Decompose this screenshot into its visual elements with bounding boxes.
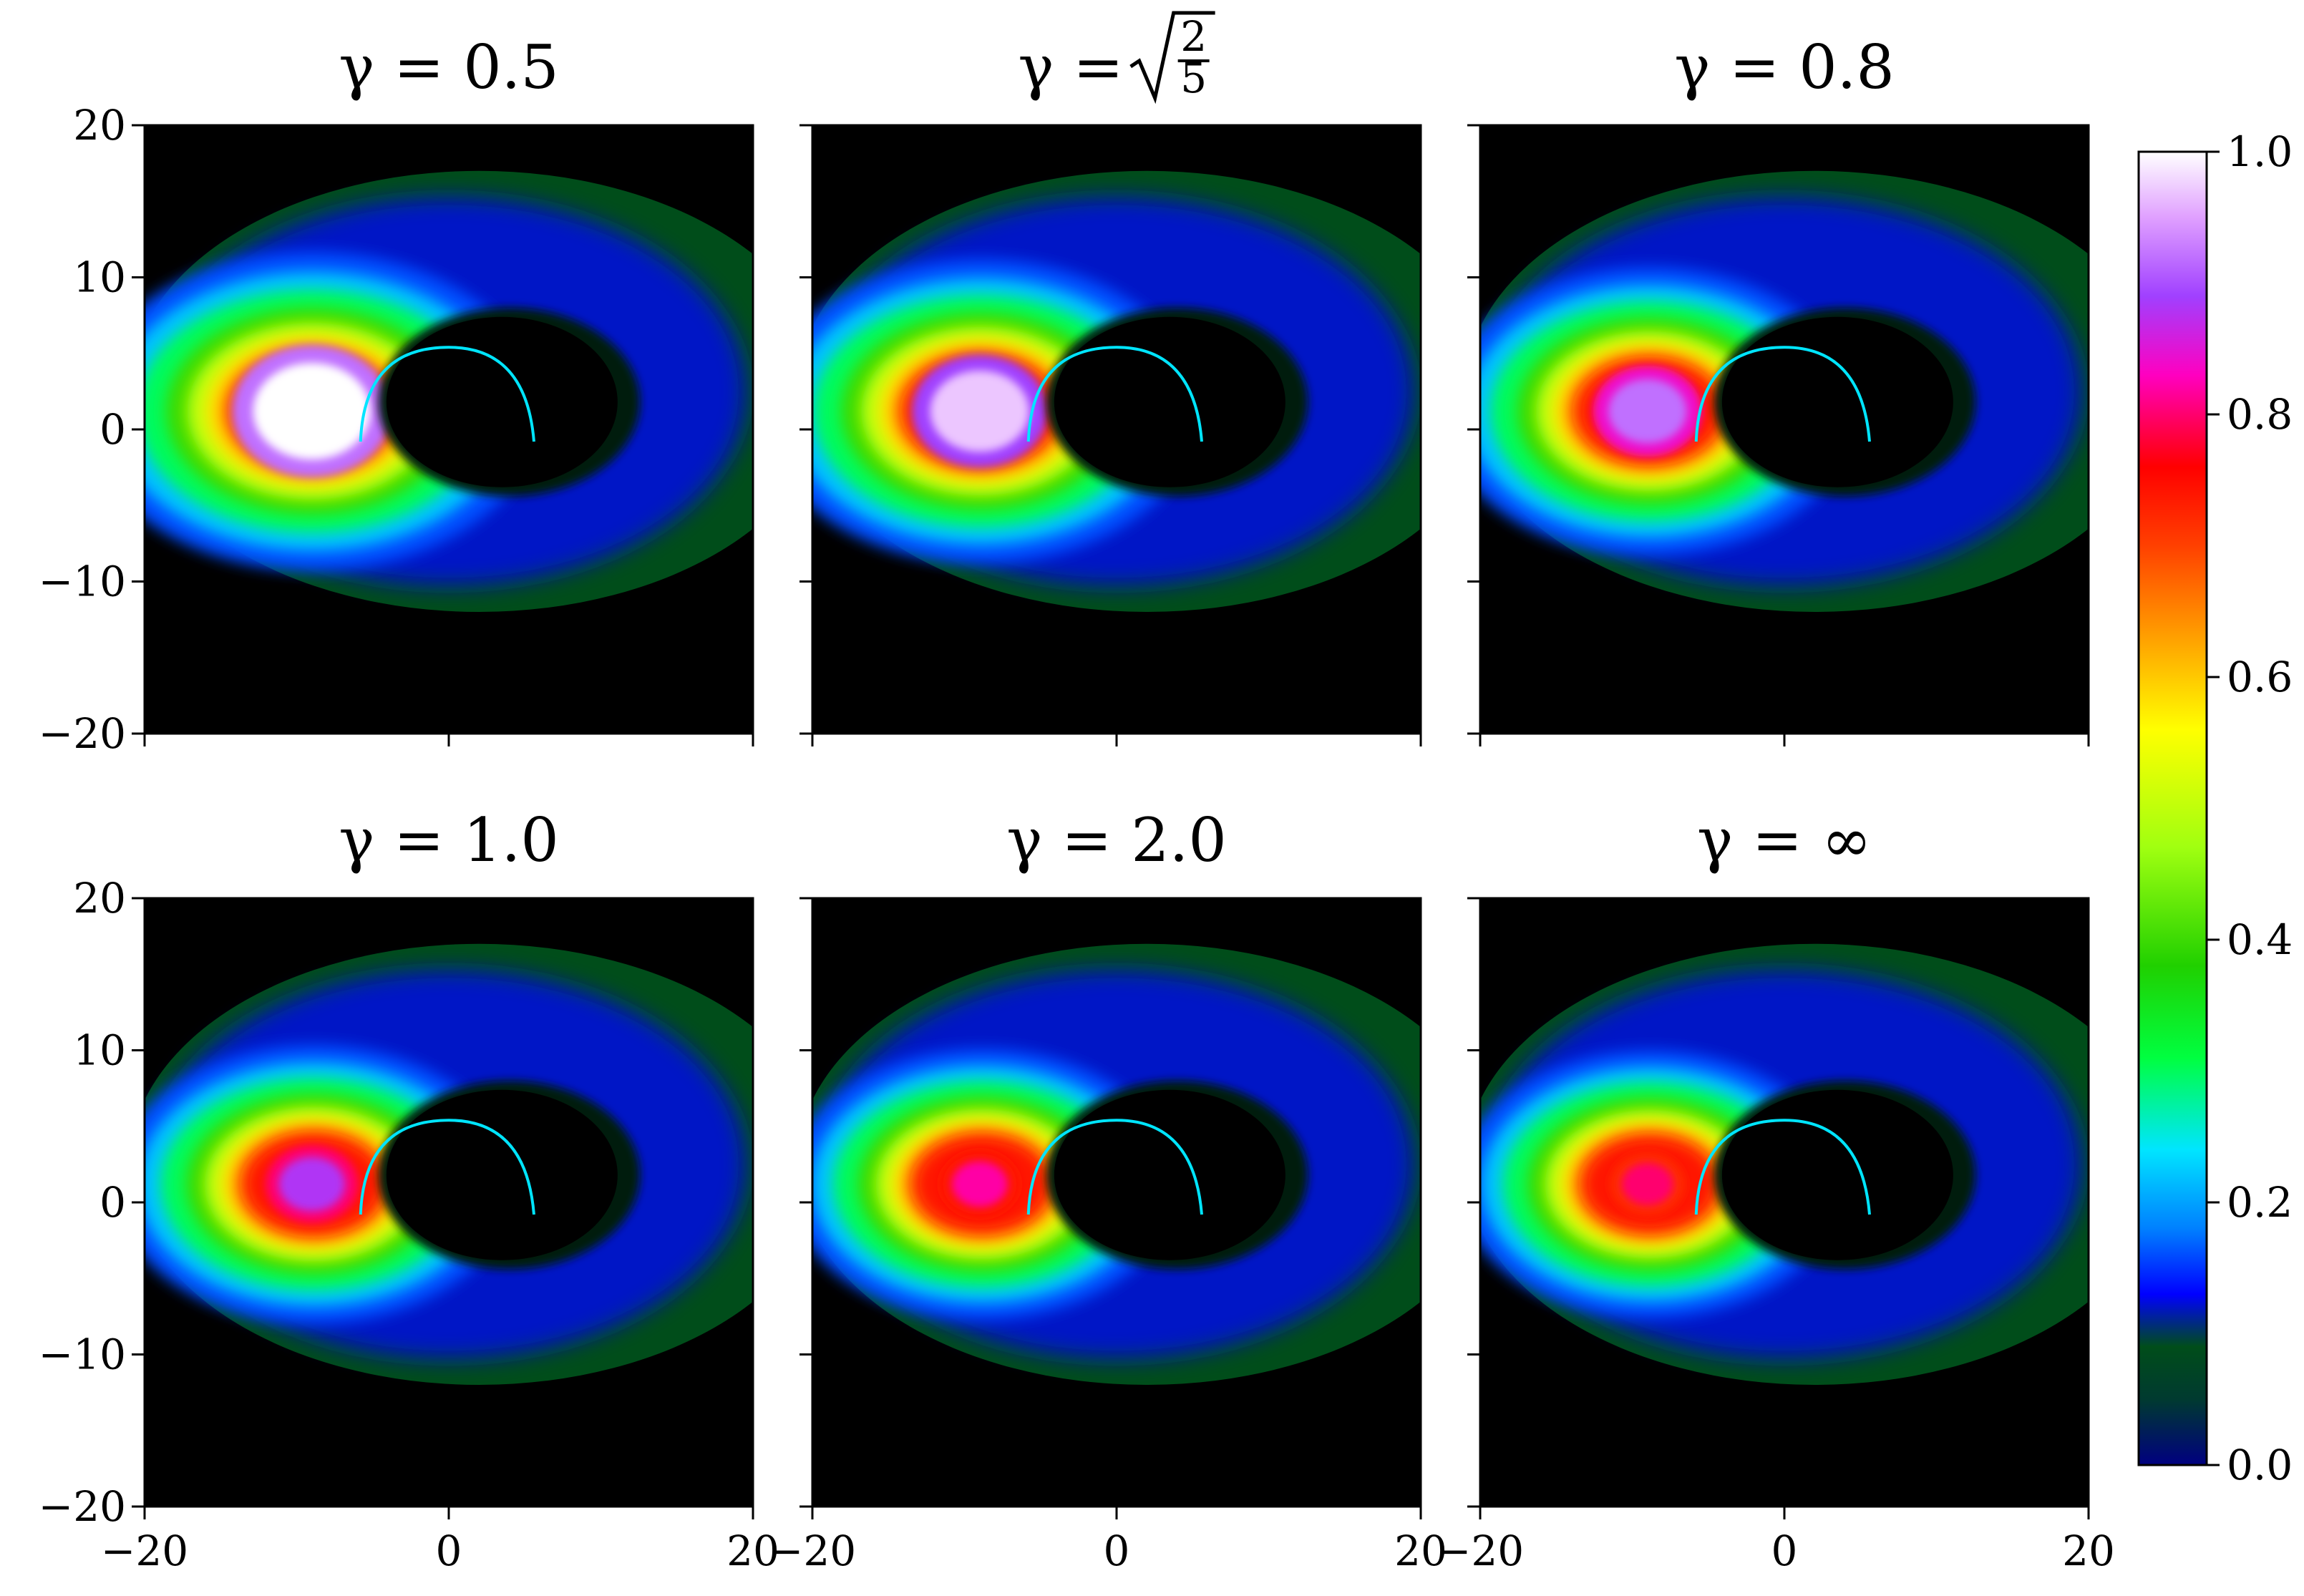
sqrt-radical xyxy=(1129,11,1215,104)
peak-core xyxy=(1621,1163,1673,1205)
photon-ring xyxy=(359,1119,535,1215)
fraction-numerator: 2 xyxy=(1180,12,1207,61)
peak-core xyxy=(930,370,1029,452)
x-tick-label: 0 xyxy=(1104,1527,1130,1575)
panel-5: −20 0 20 γ = 2.0 xyxy=(769,805,1447,1575)
panel-2: γ = 25 xyxy=(799,11,1422,746)
y-tick-label: 0 xyxy=(99,405,126,454)
peak-core xyxy=(951,1161,1008,1207)
shadow xyxy=(1054,316,1285,487)
colorbar-tick-label: 0.4 xyxy=(2227,915,2293,964)
x-tick-label: 20 xyxy=(2062,1527,2115,1575)
heatmap-image xyxy=(145,170,753,612)
shadow xyxy=(386,316,618,487)
y-tick-label: −20 xyxy=(39,1482,126,1531)
photon-ring xyxy=(1694,346,1871,442)
colorbar: 0.0 0.2 0.4 0.6 0.8 1.0 xyxy=(2137,127,2293,1489)
colorbar-tick-label: 1.0 xyxy=(2227,127,2293,176)
y-tick-label: −10 xyxy=(39,558,126,606)
photon-ring xyxy=(1026,346,1203,442)
shadow xyxy=(1721,316,1953,487)
y-tick-label: 20 xyxy=(73,101,126,150)
x-tick-label: 0 xyxy=(436,1527,462,1575)
colorbar-tick-label: 0.2 xyxy=(2227,1178,2293,1227)
photon-ring xyxy=(1694,1119,1871,1215)
y-tick-label: 10 xyxy=(73,1026,126,1075)
colorbar-gradient xyxy=(2139,152,2207,1465)
panel-4: 20 10 0 −10 −20−20 0 20 γ = 1.0 xyxy=(39,805,779,1575)
x-tick-label: 20 xyxy=(1394,1527,1447,1575)
photon-ring xyxy=(1026,1119,1203,1215)
heatmap-image xyxy=(812,170,1421,612)
colorbar-tick-label: 0.0 xyxy=(2227,1441,2293,1489)
x-tick-label: −20 xyxy=(1437,1527,1524,1575)
panel-3: γ = 0.8 xyxy=(1467,32,2090,746)
y-tick-label: −10 xyxy=(39,1330,126,1379)
shadow xyxy=(1721,1089,1953,1260)
panel-title: γ = 2.0 xyxy=(1006,805,1227,875)
colorbar-frame xyxy=(2137,150,2208,1466)
panel-1: 20 10 0 −10 −20 γ = 0.5 xyxy=(39,32,754,758)
x-tick-label: 20 xyxy=(726,1527,779,1575)
heatmap-image xyxy=(145,943,753,1385)
panel-title: γ = 0.5 xyxy=(339,32,559,102)
x-tick-label: 0 xyxy=(1771,1527,1798,1575)
x-tick-label: −20 xyxy=(101,1527,188,1575)
heatmap-image xyxy=(1480,943,2089,1385)
panel-title: γ = xyxy=(1018,32,1123,102)
peak-core xyxy=(278,1157,345,1212)
heatmap-image xyxy=(1480,170,2089,612)
y-tick-label: 20 xyxy=(73,874,126,923)
photon-ring xyxy=(359,346,535,442)
y-tick-label: 10 xyxy=(73,253,126,302)
colorbar-tick-label: 0.6 xyxy=(2227,653,2293,701)
x-tick-label: −20 xyxy=(769,1527,856,1575)
panel-title: γ = ∞ xyxy=(1697,805,1872,875)
colorbar-tick-label: 0.8 xyxy=(2227,390,2293,439)
heatmap-image xyxy=(812,943,1421,1385)
peak-core xyxy=(1608,379,1687,444)
fraction-denominator: 5 xyxy=(1180,54,1207,102)
y-tick-label: 0 xyxy=(99,1178,126,1227)
shadow xyxy=(1054,1089,1285,1260)
panel-title: γ = 0.8 xyxy=(1674,32,1895,102)
shadow xyxy=(386,1089,618,1260)
y-tick-label: −20 xyxy=(39,709,126,758)
panel-6: −20 0 20 γ = ∞ xyxy=(1437,805,2115,1575)
peak-core xyxy=(253,363,371,459)
panel-title: γ = 1.0 xyxy=(339,805,559,875)
